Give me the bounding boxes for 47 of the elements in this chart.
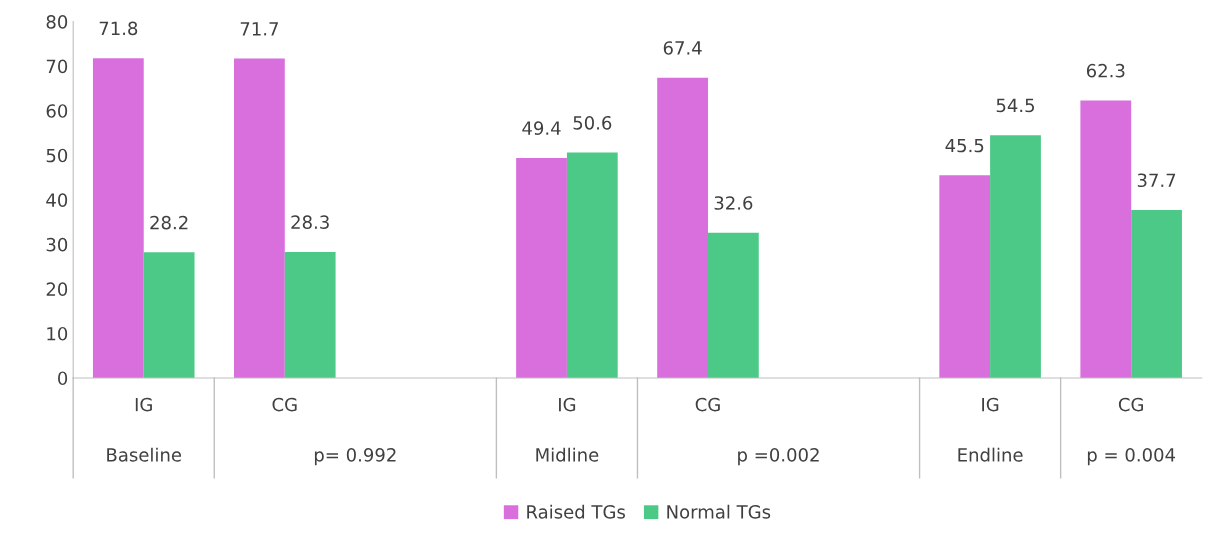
x-tick-label: IG (135, 397, 152, 412)
data-label: 28.3 (291, 215, 329, 229)
data-label: 62.3 (1086, 63, 1125, 78)
legend-label: Normal TGs (667, 504, 771, 519)
bar (939, 175, 991, 378)
bar (1080, 100, 1132, 378)
bar (707, 232, 759, 378)
data-label: 71.8 (99, 21, 138, 36)
data-label: 71.7 (240, 22, 278, 36)
y-tick-label: 40 (46, 193, 68, 207)
x-tick-label: CG (695, 397, 720, 412)
data-label: 45.5 (945, 138, 984, 153)
y-tick-label: 30 (46, 237, 68, 252)
text: Baseline (107, 447, 182, 462)
y-tick-label: 70 (46, 59, 68, 74)
bar (92, 58, 144, 378)
y-tick-label: 20 (46, 282, 68, 297)
data-label: 50.6 (573, 115, 612, 130)
text: Endline (958, 447, 1023, 462)
data-label: 54.5 (996, 98, 1035, 113)
text: p = 0.004 (1087, 447, 1176, 466)
bar (566, 152, 618, 378)
x-tick-label: CG (272, 397, 297, 412)
data-label: 32.6 (714, 196, 753, 210)
bar (234, 58, 285, 378)
data-label: 49.4 (522, 121, 561, 135)
data-label: 37.7 (1137, 173, 1176, 188)
x-tick-label: CG (1118, 397, 1143, 412)
data-label: 28.2 (150, 215, 188, 230)
bar (516, 157, 567, 378)
legend-label: Raised TGs (527, 504, 625, 519)
y-tick-label: 60 (46, 104, 68, 118)
bar (990, 135, 1041, 378)
y-tick-label: 10 (47, 326, 68, 341)
data-label: 67.4 (663, 41, 702, 55)
text: Midline (536, 447, 599, 462)
y-tick-label: 80 (46, 15, 68, 29)
bar (143, 252, 195, 378)
text: p= 0.992 (314, 447, 396, 466)
x-tick-label: IG (982, 397, 999, 412)
bar (657, 77, 708, 378)
bar (1131, 210, 1182, 378)
bar (284, 251, 336, 378)
y-tick-label: 50 (46, 148, 68, 163)
y-tick-label: 0 (58, 371, 68, 386)
x-tick-label: IG (559, 397, 576, 412)
text: p =0.002 (738, 447, 819, 466)
